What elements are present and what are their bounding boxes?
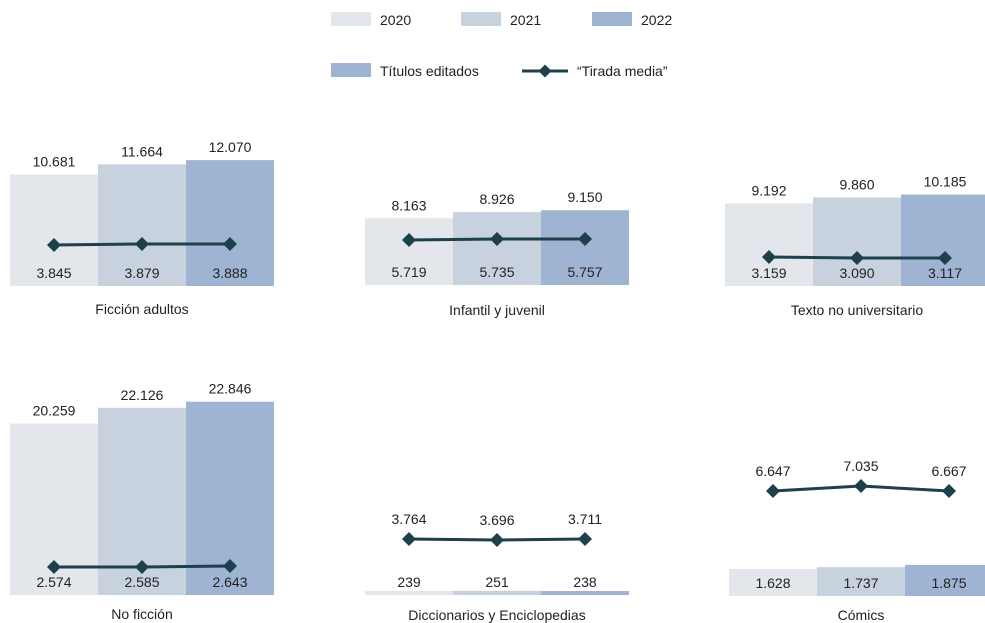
bar-label-p2-2021: 9.860 xyxy=(839,176,874,192)
marker-tirada-p1-2020 xyxy=(402,233,416,247)
bar-label-p3-2020: 20.259 xyxy=(33,403,76,419)
bar-p5-2022 xyxy=(905,564,985,596)
legend-label-titulos: Títulos editados xyxy=(380,63,479,79)
line-label-p1-2022: 5.757 xyxy=(567,264,602,280)
line-label-p3-2021: 2.585 xyxy=(124,574,159,590)
legend-label-2021: 2021 xyxy=(510,12,541,28)
line-label-p5-2021: 7.035 xyxy=(843,458,878,474)
marker-tirada-p3-2021 xyxy=(135,560,149,574)
line-label-p5-2020: 6.647 xyxy=(755,463,790,479)
bar-label-p1-2022: 9.150 xyxy=(567,189,602,205)
line-label-p1-2021: 5.735 xyxy=(479,264,514,280)
line-label-p2-2021: 3.090 xyxy=(839,265,874,281)
bar-label-p5-2022: 1.875 xyxy=(931,575,966,591)
category-label-p4: Diccionarios y Enciclopedias xyxy=(408,607,585,623)
legend-marker-tirada xyxy=(538,64,552,78)
bar-p1-2021 xyxy=(453,212,541,285)
bar-label-p0-2021: 11.664 xyxy=(121,143,163,159)
bar-label-p3-2022: 22.846 xyxy=(209,381,252,397)
line-label-p4-2020: 3.764 xyxy=(391,511,426,527)
marker-tirada-p3-2022 xyxy=(223,559,237,573)
bar-label-p1-2021: 8.926 xyxy=(479,191,514,207)
category-label-p0: Ficción adultos xyxy=(95,301,188,317)
line-label-p0-2022: 3.888 xyxy=(212,265,247,281)
marker-tirada-p1-2022 xyxy=(578,232,592,246)
bar-label-p3-2021: 22.126 xyxy=(121,387,164,403)
marker-tirada-p5-2020 xyxy=(766,484,780,498)
legend-swatch-2020 xyxy=(331,12,371,26)
line-label-p4-2021: 3.696 xyxy=(479,512,514,528)
legend-swatch-2022 xyxy=(592,12,632,26)
line-label-p3-2022: 2.643 xyxy=(212,574,247,590)
marker-tirada-p4-2022 xyxy=(578,532,592,546)
marker-tirada-p0-2020 xyxy=(47,238,61,252)
bar-label-p4-2021: 251 xyxy=(485,574,509,590)
marker-tirada-p1-2021 xyxy=(490,232,504,246)
line-label-p5-2022: 6.667 xyxy=(931,463,966,479)
legend-label-2020: 2020 xyxy=(380,12,411,28)
bar-p0-2020 xyxy=(10,174,98,286)
bar-p4-2020 xyxy=(365,590,453,595)
bar-p1-2020 xyxy=(365,218,453,285)
marker-tirada-p2-2021 xyxy=(850,251,864,265)
bar-p1-2022 xyxy=(541,210,629,285)
line-label-p0-2021: 3.879 xyxy=(124,265,159,281)
line-label-p2-2022: 3.117 xyxy=(928,265,962,281)
bar-p2-2022 xyxy=(901,194,985,286)
marker-tirada-p2-2022 xyxy=(938,251,952,265)
bar-p0-2021 xyxy=(98,164,186,286)
bar-p0-2022 xyxy=(186,160,274,286)
line-label-p3-2020: 2.574 xyxy=(36,574,71,590)
marker-tirada-p2-2020 xyxy=(762,250,776,264)
bar-label-p0-2020: 10.681 xyxy=(33,154,76,170)
bar-label-p1-2020: 8.163 xyxy=(391,197,426,213)
marker-tirada-p5-2022 xyxy=(942,484,956,498)
marker-tirada-p0-2022 xyxy=(223,237,237,251)
category-label-p2: Texto no universitario xyxy=(791,302,924,318)
legend-swatch-2021 xyxy=(461,12,501,26)
line-label-p2-2020: 3.159 xyxy=(751,265,786,281)
bar-p5-2021 xyxy=(817,567,905,596)
bar-label-p4-2020: 239 xyxy=(397,574,421,590)
line-label-p4-2022: 3.711 xyxy=(568,511,602,527)
bar-label-p2-2022: 10.185 xyxy=(924,174,967,190)
bar-label-p0-2022: 12.070 xyxy=(209,139,252,155)
bar-p5-2020 xyxy=(729,568,817,596)
bar-label-p4-2022: 238 xyxy=(573,574,597,590)
line-label-p1-2020: 5.719 xyxy=(391,264,426,280)
bar-p4-2021 xyxy=(453,590,541,595)
bar-p4-2022 xyxy=(541,591,629,595)
marker-tirada-p4-2020 xyxy=(402,532,416,546)
bar-label-p5-2021: 1.737 xyxy=(843,575,878,591)
marker-tirada-p4-2021 xyxy=(490,533,504,547)
legend-label-2022: 2022 xyxy=(641,12,672,28)
bar-p2-2021 xyxy=(813,197,901,286)
category-label-p5: Cómics xyxy=(838,607,885,623)
bar-label-p5-2020: 1.628 xyxy=(755,575,790,591)
line-label-p0-2020: 3.845 xyxy=(36,265,71,281)
legend-swatch-titulos xyxy=(331,63,371,77)
legend-label-tirada: “Tirada media” xyxy=(577,63,668,79)
marker-tirada-p5-2021 xyxy=(854,479,868,493)
category-label-p1: Infantil y juvenil xyxy=(449,302,545,318)
marker-tirada-p0-2021 xyxy=(135,237,149,251)
marker-tirada-p3-2020 xyxy=(47,560,61,574)
bar-label-p2-2020: 9.192 xyxy=(751,182,786,198)
category-label-p3: No ficción xyxy=(111,606,172,622)
bar-p2-2020 xyxy=(725,203,813,286)
